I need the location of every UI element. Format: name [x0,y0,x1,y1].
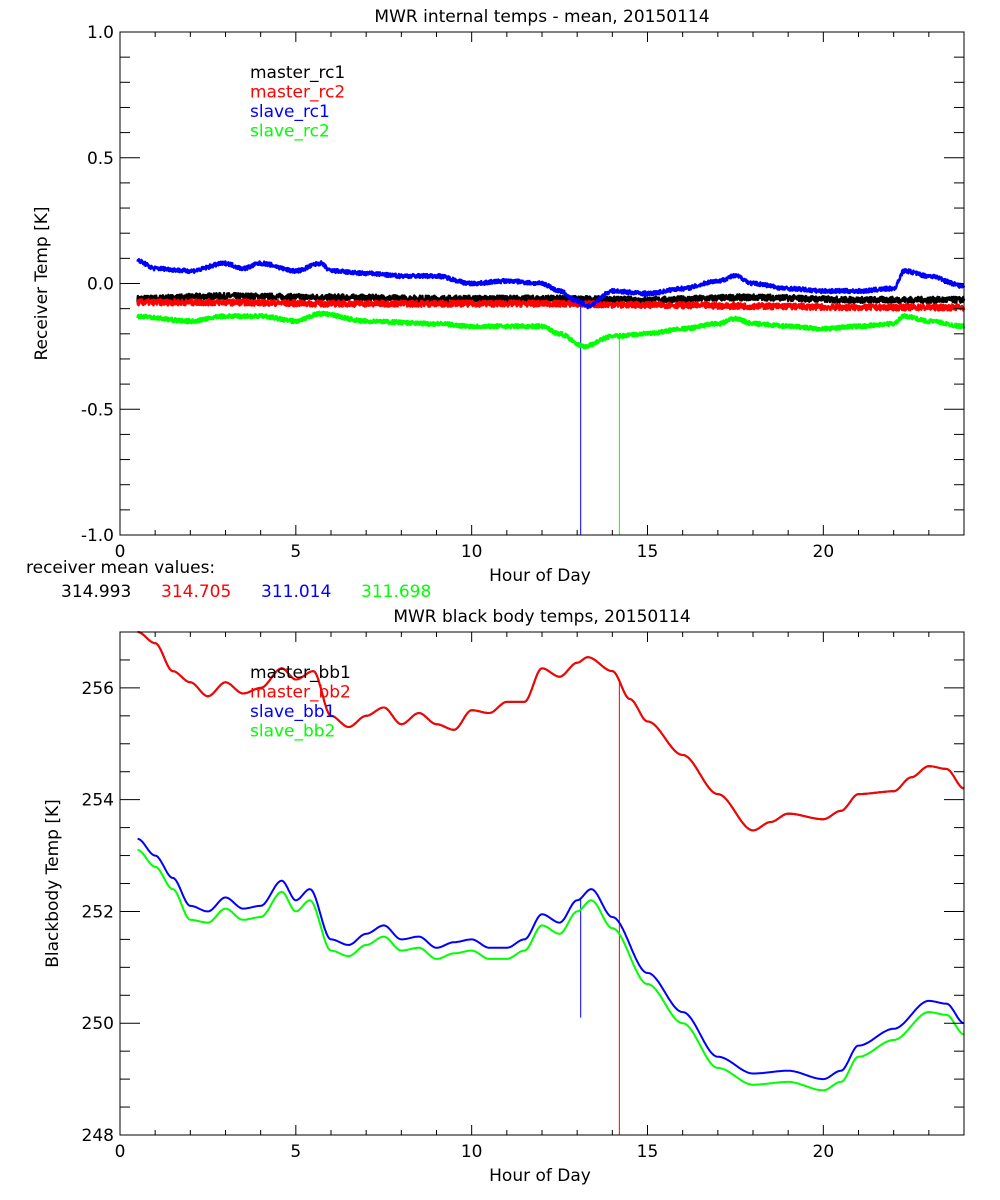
receiver-mean-slave-rc1: 311.014 [261,582,332,602]
chart-1: 0 5 10 15 20 248 250 252 254 256 MWR black body te… [43,607,965,1186]
receiver-mean-label: receiver mean values: [26,558,216,578]
chart-1-ytick-label: 250 [82,1014,114,1034]
chart-0-series-master_rc1 [136,291,966,305]
chart-1-xlabel: Hour of Day [489,1166,591,1186]
chart-1-axes-frame [119,631,965,1136]
chart-0-legend-slave_rc2: slave_rc2 [250,122,330,142]
chart-1-ytick-label: 256 [82,679,114,699]
receiver-mean-master-rc2: 314.705 [161,582,232,602]
chart-0-legend-master_rc2: master_rc2 [250,83,345,103]
chart-1-xtick-label: 15 [637,1142,659,1162]
chart-0-series-slave_rc1 [136,258,966,310]
chart-0-series-slave_rc2 [136,310,966,350]
chart-0-xtick-label: 10 [461,542,483,562]
chart-0-xtick-label: 0 [115,542,126,562]
chart-1-legend-slave_bb2: slave_bb2 [250,722,335,742]
chart-1-xtick-label: 5 [290,1142,301,1162]
chart-1-series-slave_bb2 [137,849,964,1092]
chart-1-series-master_bb2 [137,631,964,832]
chart-1-legend-master_bb1: master_bb1 [250,663,351,683]
chart-0: 0 5 10 15 20 -1.0 -0.5 0.0 0.5 1.0 MWR internal te… [32,7,966,586]
chart-0-xlabel: Hour of Day [489,566,591,586]
chart-0-ytick-label: -1.0 [81,526,114,546]
chart-0-xtick-label: 5 [290,542,301,562]
chart-1-ytick-label: 254 [82,791,114,811]
chart-0-ylabel: Receiver Temp [K] [32,206,52,360]
chart-0-ytick-label: 0.5 [87,149,114,169]
chart-1-xtick-label: 10 [461,1142,483,1162]
chart-1-ylabel: Blackbody Temp [K] [43,799,63,968]
receiver-mean-slave-rc2: 311.698 [361,582,432,602]
chart-0-legend-slave_rc1: slave_rc1 [250,102,330,122]
chart-1-xtick-label: 0 [115,1142,126,1162]
chart-1-legend-master_bb2: master_bb2 [250,683,351,703]
receiver-mean-master-rc1: 314.993 [61,582,132,602]
chart-0-legend-master_rc1: master_rc1 [250,63,345,83]
chart-0-ytick-label: 0.0 [87,275,114,295]
chart-0-xtick-label: 15 [637,542,659,562]
chart-1-ytick-label: 252 [82,902,114,922]
chart-0-xtick-label: 20 [813,542,835,562]
chart-1-title: MWR black body temps, 20150114 [393,607,690,627]
chart-1-series-slave_bb1 [137,837,964,1081]
chart-0-ytick-label: 1.0 [87,23,114,43]
chart-0-series-master_rc2 [136,298,966,312]
chart-1-ytick-label: 248 [82,1126,114,1146]
chart-0-ytick-label: -0.5 [81,400,114,420]
chart-1-legend-slave_bb1: slave_bb1 [250,702,335,722]
chart-1-xtick-label: 20 [813,1142,835,1162]
chart-0-title: MWR internal temps - mean, 20150114 [374,7,709,27]
